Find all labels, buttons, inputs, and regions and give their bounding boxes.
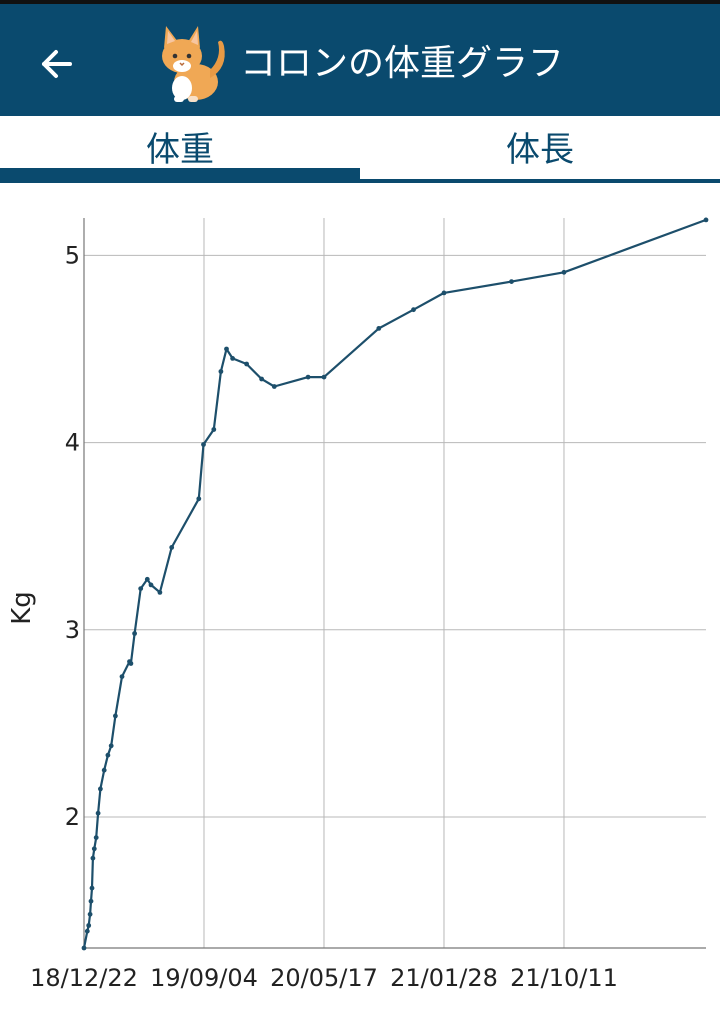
data-point bbox=[148, 582, 154, 588]
weight-chart-svg: 2 3 4 5 18/12/22 19/09/04 20/05/17 21/01/28 21/1… bbox=[7, 217, 709, 992]
tab-indicator bbox=[0, 168, 360, 182]
data-point bbox=[105, 752, 111, 758]
data-point bbox=[108, 743, 114, 749]
page-title: コロンの体重グラフ bbox=[240, 43, 565, 84]
data-point bbox=[93, 835, 99, 840]
status-strip bbox=[0, 0, 720, 4]
data-point bbox=[376, 326, 382, 331]
tab-bar: 体重 体長 bbox=[0, 116, 720, 184]
data-point bbox=[132, 631, 138, 636]
data-point bbox=[89, 885, 95, 891]
data-point bbox=[113, 713, 118, 719]
data-point bbox=[230, 356, 236, 361]
data-point bbox=[88, 898, 94, 904]
data-point bbox=[441, 290, 447, 296]
back-button[interactable] bbox=[32, 40, 80, 88]
data-point bbox=[138, 586, 144, 591]
x-tick-label: 19/09/04 bbox=[150, 964, 258, 992]
data-point bbox=[561, 269, 567, 275]
data-point bbox=[703, 217, 709, 223]
data-point bbox=[119, 674, 125, 679]
data-point bbox=[259, 376, 264, 382]
data-point bbox=[509, 279, 514, 284]
weight-line bbox=[82, 218, 707, 949]
cat-icon bbox=[152, 18, 232, 104]
data-point bbox=[169, 545, 175, 550]
data-point bbox=[91, 846, 97, 852]
data-point bbox=[201, 442, 206, 447]
y-tick-label: 3 bbox=[65, 616, 80, 644]
y-tick-label: 5 bbox=[65, 241, 80, 269]
data-point bbox=[84, 928, 90, 934]
data-point bbox=[90, 855, 96, 861]
data-point bbox=[224, 346, 229, 352]
y-tick-label: 2 bbox=[65, 803, 80, 831]
data-point bbox=[305, 374, 311, 380]
data-point bbox=[101, 767, 107, 773]
data-point bbox=[98, 786, 103, 792]
data-point bbox=[95, 810, 101, 816]
data-point bbox=[81, 945, 87, 951]
data-point bbox=[196, 496, 202, 502]
x-tick-label: 21/10/11 bbox=[510, 964, 618, 992]
x-tick-label: 20/05/17 bbox=[270, 964, 378, 992]
data-point bbox=[211, 427, 217, 432]
data-point bbox=[157, 590, 163, 595]
data-point bbox=[271, 384, 277, 389]
data-point bbox=[321, 374, 327, 380]
x-tick-label: 18/12/22 bbox=[30, 964, 138, 992]
data-point bbox=[244, 361, 250, 367]
tab-length[interactable]: 体長 bbox=[506, 129, 574, 170]
x-tick-label: 21/01/28 bbox=[390, 964, 498, 992]
y-tick-label: 4 bbox=[65, 429, 80, 457]
data-point bbox=[411, 307, 416, 313]
weight-chart: 2 3 4 5 18/12/22 19/09/04 20/05/17 21/01/28 21/1… bbox=[0, 184, 720, 1022]
data-point bbox=[87, 911, 93, 917]
arrow-left-icon bbox=[42, 50, 72, 78]
app-bar: コロンの体重グラフ bbox=[0, 4, 720, 116]
data-point bbox=[86, 923, 92, 928]
data-point bbox=[128, 661, 134, 666]
data-point bbox=[218, 369, 224, 374]
y-axis-label: Kg bbox=[7, 591, 37, 625]
data-point bbox=[144, 576, 150, 582]
tab-divider bbox=[0, 179, 720, 183]
tab-weight[interactable]: 体重 bbox=[146, 129, 214, 170]
